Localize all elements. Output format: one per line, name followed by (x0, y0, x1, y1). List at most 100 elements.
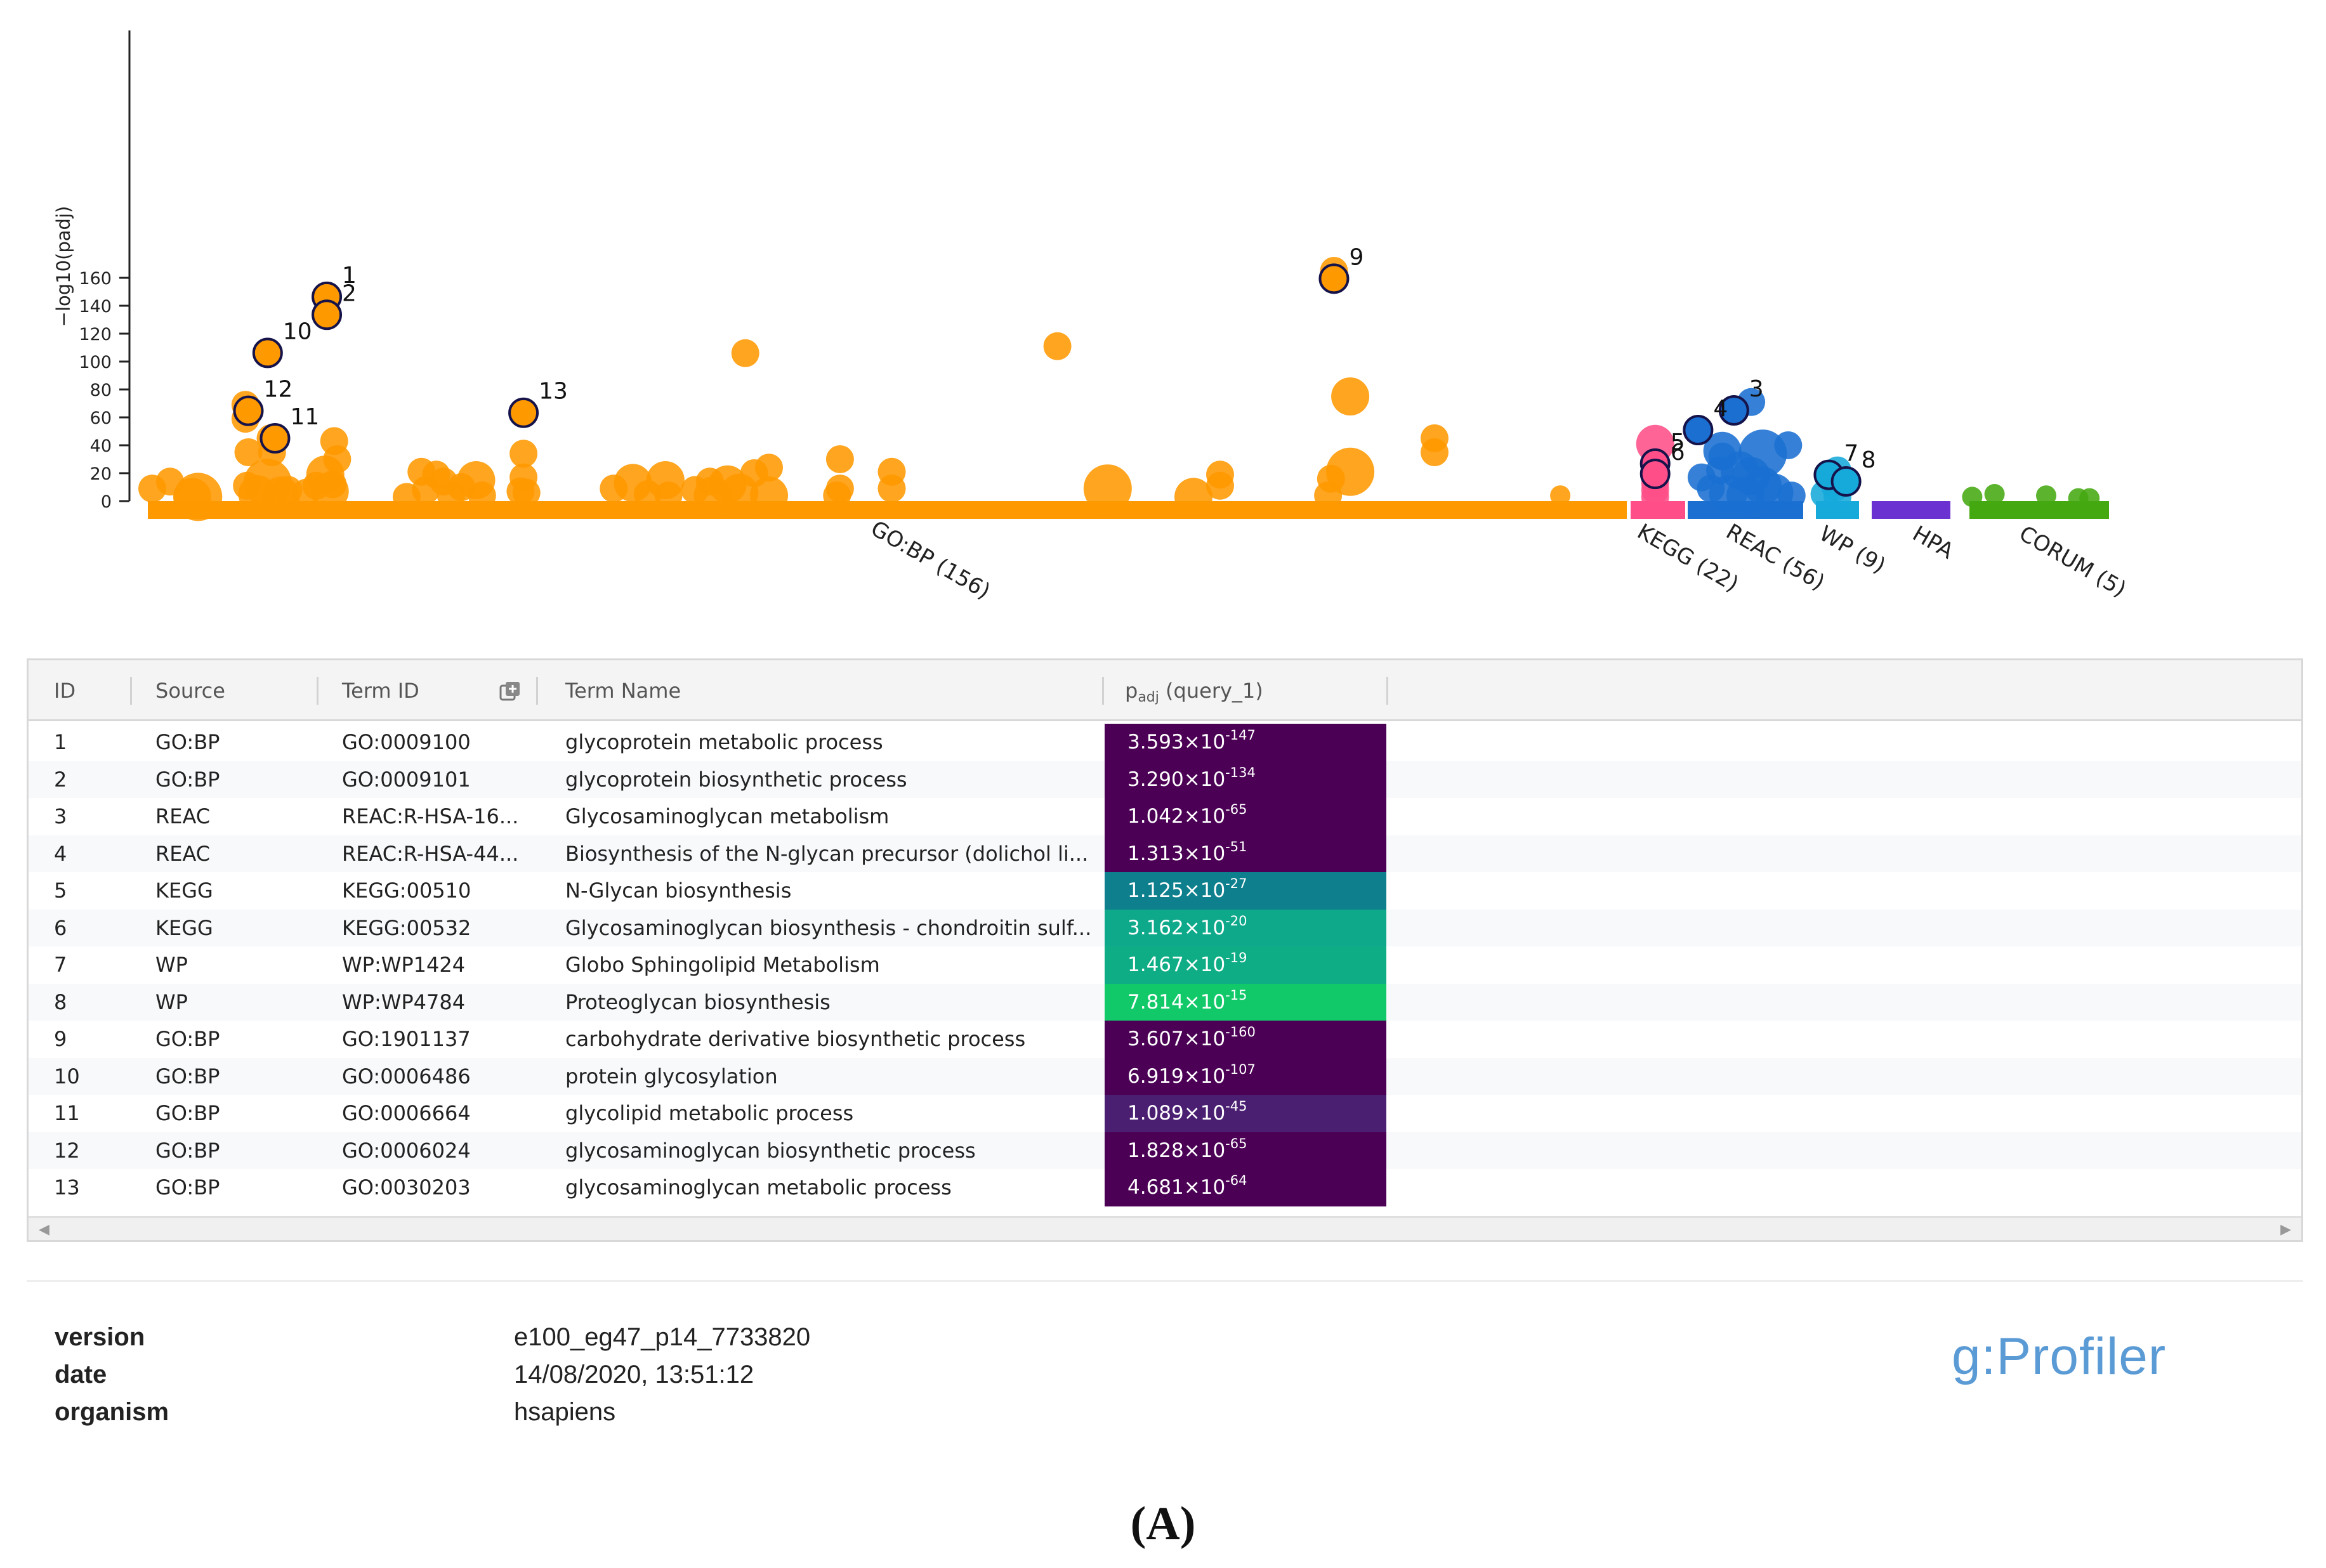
point-id-label: 4 (1713, 396, 1728, 422)
data-point[interactable] (1314, 481, 1343, 510)
data-point[interactable] (323, 445, 352, 473)
cell-term-id: WP:WP1424 (342, 953, 466, 977)
cell-id: 5 (54, 879, 67, 903)
table-row[interactable]: 12 GO:BP GO:0006024 glycosaminoglycan biosy… (29, 1132, 2301, 1169)
y-tick-label: 140 (79, 297, 112, 317)
header-padj-sub: adj (1138, 689, 1159, 705)
highlighted-point[interactable] (1318, 263, 1350, 294)
table-row[interactable]: 10 GO:BP GO:0006486 protein glycosylation 6.… (29, 1057, 2301, 1095)
table-row[interactable]: 11 GO:BP GO:0006664 glycolipid metabolic pr… (29, 1095, 2301, 1132)
table-row[interactable]: 3 REAC REAC:R-HSA-16... Glycosaminoglycan m… (29, 798, 2301, 835)
header-source[interactable]: Source (155, 679, 225, 703)
data-point[interactable] (174, 473, 223, 521)
cell-padj: 1.313×10-51 (1105, 835, 1386, 872)
data-point[interactable] (1984, 484, 2005, 504)
data-point[interactable] (468, 481, 496, 510)
cell-padj: 7.814×10-15 (1105, 983, 1386, 1021)
column-separator[interactable] (1102, 677, 1104, 705)
data-point[interactable] (2079, 488, 2100, 509)
data-point[interactable] (823, 481, 851, 510)
cell-id: 2 (54, 767, 67, 792)
header-term-id[interactable]: Term ID (342, 679, 419, 703)
cell-source: GO:BP (155, 1138, 220, 1163)
padj-exponent: -107 (1225, 1061, 1256, 1077)
data-point[interactable] (319, 470, 347, 499)
highlighted-point[interactable] (252, 337, 283, 369)
source-band (148, 501, 1627, 519)
scroll-right-icon[interactable]: ▶ (2280, 1222, 2291, 1238)
data-point[interactable] (1206, 471, 1234, 500)
table-row[interactable]: 7 WP WP:WP1424 Globo Sphingolipid Metabolis… (29, 946, 2301, 984)
table-row[interactable]: 2 GO:BP GO:0009101 glycoprotein biosyntheti… (29, 761, 2301, 798)
highlighted-point[interactable] (1830, 466, 1862, 497)
highlighted-point[interactable] (1718, 395, 1749, 426)
data-point[interactable] (654, 481, 683, 510)
cell-source: REAC (155, 804, 211, 828)
padj-mantissa: 4.681×10 (1127, 1176, 1226, 1199)
scroll-left-icon[interactable]: ◀ (39, 1222, 49, 1238)
header-padj[interactable]: padj (query_1) (1125, 660, 1263, 721)
cell-term-id: GO:0009100 (342, 730, 471, 754)
highlighted-point[interactable] (312, 299, 343, 330)
data-point[interactable] (1043, 332, 1072, 360)
data-point[interactable] (234, 438, 263, 466)
highlighted-point[interactable] (1683, 415, 1714, 446)
header-id[interactable]: ID (54, 679, 76, 703)
data-point[interactable] (1777, 481, 1806, 510)
table-row[interactable]: 6 KEGG KEGG:00532 Glycosaminoglycan biosynt… (29, 909, 2301, 946)
data-point[interactable] (509, 440, 538, 468)
cell-padj: 1.467×10-19 (1105, 946, 1386, 984)
figure-caption: (A) (1130, 1498, 1196, 1550)
table-row[interactable]: 5 KEGG KEGG:00510 N-Glycan biosynthesis 1.12… (29, 872, 2301, 910)
data-point[interactable] (1174, 478, 1213, 516)
data-point[interactable] (1083, 464, 1132, 513)
cell-term-id: REAC:R-HSA-16... (342, 804, 519, 828)
data-point[interactable] (1962, 487, 1983, 507)
table-row[interactable]: 9 GO:BP GO:1901137 carbohydrate derivative … (29, 1021, 2301, 1058)
data-point[interactable] (750, 476, 789, 515)
table-row[interactable]: 13 GO:BP GO:0030203 glycosaminoglycan metab… (29, 1169, 2301, 1206)
highlighted-point[interactable] (508, 397, 539, 428)
table-row[interactable]: 8 WP WP:WP4784 Proteoglycan biosynthesis 7.8… (29, 983, 2301, 1021)
cell-source: WP (155, 990, 188, 1014)
data-point[interactable] (1550, 485, 1571, 506)
padj-mantissa: 1.042×10 (1127, 805, 1226, 828)
column-separator[interactable] (130, 677, 132, 705)
padj-mantissa: 3.290×10 (1127, 768, 1226, 791)
data-point[interactable] (825, 445, 854, 473)
table-header: ID Source Term ID Term Name padj (query_… (29, 660, 2301, 721)
highlighted-point[interactable] (233, 395, 264, 426)
column-separator[interactable] (536, 677, 538, 705)
copy-icon[interactable] (498, 679, 523, 702)
source-label: KEGG (22) (1633, 519, 1743, 597)
data-point[interactable] (877, 474, 906, 503)
header-term-name[interactable]: Term Name (565, 679, 681, 703)
padj-mantissa: 7.814×10 (1127, 990, 1226, 1014)
source-band (1872, 501, 1950, 519)
cell-term-name: glycoprotein metabolic process (565, 730, 883, 754)
column-separator[interactable] (317, 677, 319, 705)
data-point[interactable] (1420, 438, 1449, 466)
data-point[interactable] (1641, 483, 1669, 511)
data-point[interactable] (731, 339, 759, 367)
padj-mantissa: 3.607×10 (1127, 1028, 1226, 1050)
cell-source: GO:BP (155, 1101, 220, 1125)
data-point[interactable] (512, 478, 541, 507)
data-point[interactable] (1774, 431, 1803, 459)
table-row[interactable]: 1 GO:BP GO:0009100 glycoprotein metabolic p… (29, 724, 2301, 761)
data-point[interactable] (1726, 476, 1764, 515)
source-label: WP (9) (1815, 521, 1890, 578)
horizontal-scrollbar[interactable]: ◀ ▶ (29, 1216, 2301, 1240)
cell-term-id: GO:0006486 (342, 1064, 471, 1088)
point-id-label: 13 (539, 379, 568, 405)
table-row[interactable]: 4 REAC REAC:R-HSA-44... Biosynthesis of the… (29, 835, 2301, 872)
highlighted-point[interactable] (1639, 459, 1671, 490)
highlighted-point[interactable] (260, 423, 291, 454)
cell-padj: 3.607×10-160 (1105, 1021, 1386, 1058)
data-point[interactable] (1331, 377, 1370, 415)
point-id-label: 1 (342, 263, 357, 289)
cell-term-id: GO:0009101 (342, 767, 471, 792)
data-point[interactable] (2036, 485, 2056, 506)
column-separator[interactable] (1386, 677, 1388, 705)
data-point[interactable] (755, 454, 784, 482)
